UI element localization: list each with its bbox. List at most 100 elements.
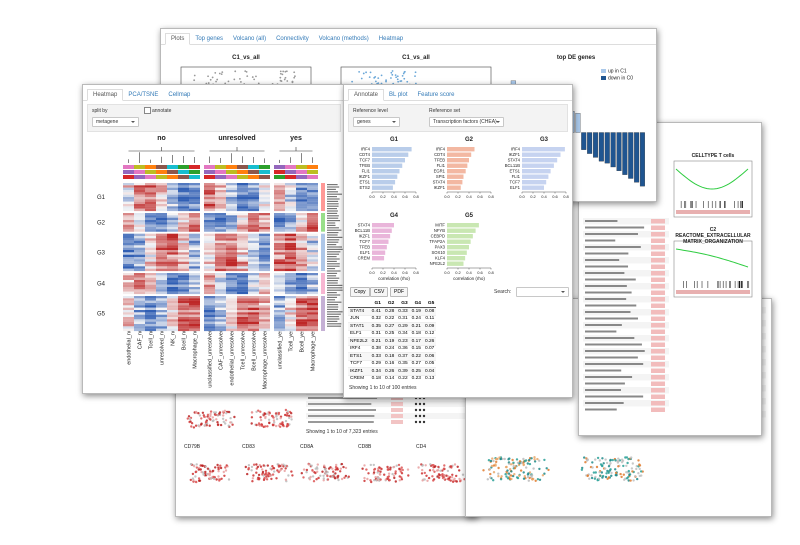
select[interactable]: metagene bbox=[92, 117, 139, 127]
select[interactable]: genes bbox=[353, 117, 400, 127]
gene-dot bbox=[193, 74, 196, 77]
heatmap-cell bbox=[226, 201, 237, 205]
star bbox=[418, 408, 422, 412]
annotation-strip bbox=[204, 165, 215, 169]
de-bar bbox=[622, 132, 628, 175]
button[interactable]: Copy bbox=[350, 287, 370, 297]
cell-dot bbox=[222, 470, 225, 474]
cell-dot bbox=[340, 477, 344, 481]
tab[interactable]: Heatmap bbox=[378, 36, 404, 42]
heatmap-cell bbox=[145, 185, 156, 188]
tab[interactable]: BL plot bbox=[389, 92, 408, 98]
heatmap-cell bbox=[285, 224, 296, 228]
heatmap-cell bbox=[204, 319, 215, 322]
heatmap-cell bbox=[189, 291, 200, 295]
gene-dot bbox=[391, 73, 394, 76]
map-label: CD8B bbox=[358, 444, 372, 450]
search-input[interactable] bbox=[516, 287, 569, 297]
heatmap-cell bbox=[204, 298, 215, 301]
heatmap-cell bbox=[307, 236, 318, 239]
cell-dot bbox=[262, 478, 266, 482]
button[interactable]: CSV bbox=[370, 287, 389, 297]
heatmap-cell bbox=[167, 305, 178, 308]
heatmap-cell bbox=[145, 284, 156, 288]
tab[interactable]: Cellmap bbox=[168, 92, 191, 98]
tab[interactable]: Top genes bbox=[195, 36, 224, 42]
heatmap-cell bbox=[215, 243, 226, 246]
cell-dot bbox=[264, 476, 267, 480]
heatmap-cell bbox=[134, 275, 145, 278]
cell-dot bbox=[443, 477, 446, 480]
value-cell: 0.39 bbox=[396, 367, 410, 375]
heatmap-cell bbox=[259, 261, 270, 265]
module-title: G3 bbox=[540, 137, 549, 143]
heatmap-cell bbox=[237, 289, 248, 292]
tab[interactable]: Plots bbox=[165, 33, 191, 45]
heatmap-cell bbox=[204, 197, 215, 200]
gene-dot bbox=[227, 80, 230, 83]
heatmap-cell bbox=[274, 222, 285, 225]
cell-dot bbox=[506, 469, 509, 472]
cell-dot bbox=[499, 478, 503, 481]
row-cluster-bar bbox=[321, 233, 325, 271]
gene-label: IKZF1 bbox=[434, 185, 446, 190]
cell-dot bbox=[607, 470, 610, 473]
tab[interactable]: PCA/TSNE bbox=[128, 92, 159, 98]
heatmap-cell bbox=[123, 183, 134, 186]
heatmap-cell bbox=[237, 222, 248, 225]
cell-dot bbox=[508, 462, 511, 465]
cell-dot bbox=[626, 461, 629, 465]
heatmap-cell bbox=[296, 273, 307, 276]
tab[interactable]: Connectivity bbox=[276, 36, 309, 42]
heatmap-cell bbox=[237, 261, 248, 265]
heatmap-cell bbox=[123, 252, 134, 255]
cell-dot bbox=[622, 473, 625, 476]
tab[interactable]: Heatmap bbox=[87, 89, 124, 101]
gene-dot bbox=[253, 78, 256, 81]
cell-dot bbox=[315, 478, 318, 481]
heatmap-cell bbox=[274, 243, 285, 246]
table-text bbox=[308, 403, 372, 405]
heatmap-cell bbox=[145, 201, 156, 205]
heatmap-cell bbox=[237, 233, 248, 237]
heatmap-cell bbox=[248, 233, 259, 237]
button[interactable]: PDF bbox=[390, 287, 408, 297]
heatmap-cell bbox=[296, 307, 307, 311]
cell-dot bbox=[281, 421, 284, 424]
heatmap-cell bbox=[189, 257, 200, 260]
value-cell: 0.24 bbox=[409, 314, 423, 323]
cell-dot bbox=[208, 424, 211, 427]
heatmap-cell bbox=[145, 199, 156, 202]
heatmap-cell bbox=[285, 307, 296, 311]
heatmap-cell bbox=[285, 243, 296, 246]
gene-label bbox=[327, 234, 338, 236]
heatmap-cell bbox=[156, 259, 167, 262]
heatmap-cell bbox=[134, 240, 145, 244]
heatmap-cell bbox=[274, 312, 285, 315]
heatmap-cell bbox=[248, 208, 259, 212]
tab[interactable]: Feature score bbox=[417, 92, 455, 98]
row-cluster-bar bbox=[321, 183, 325, 211]
tab[interactable]: Annotate bbox=[348, 89, 385, 101]
cell-dot bbox=[488, 468, 491, 471]
tab[interactable]: Volcano (methods) bbox=[318, 36, 369, 42]
heatmap-cell bbox=[307, 305, 318, 308]
heatmap-cell bbox=[248, 307, 259, 311]
bar bbox=[447, 163, 468, 168]
heatmap-cell bbox=[248, 240, 259, 244]
bar bbox=[372, 163, 403, 168]
heatmap-cell bbox=[189, 199, 200, 202]
heatmap-cell bbox=[307, 298, 318, 301]
heatmap-cell bbox=[237, 296, 248, 299]
cell-dot bbox=[497, 475, 500, 478]
checkbox[interactable] bbox=[144, 107, 151, 114]
heatmap-cell bbox=[123, 303, 134, 306]
annotation-strip bbox=[167, 175, 178, 179]
cell-dot bbox=[447, 475, 450, 478]
tab[interactable]: Volcano (all) bbox=[233, 36, 267, 42]
x-tick-label: 0.6 bbox=[552, 194, 558, 199]
heatmap-cell bbox=[156, 236, 167, 239]
select[interactable]: Transcription factors (CHEA) bbox=[429, 117, 504, 127]
heatmap-cell bbox=[226, 298, 237, 301]
cell-dot bbox=[302, 476, 305, 479]
